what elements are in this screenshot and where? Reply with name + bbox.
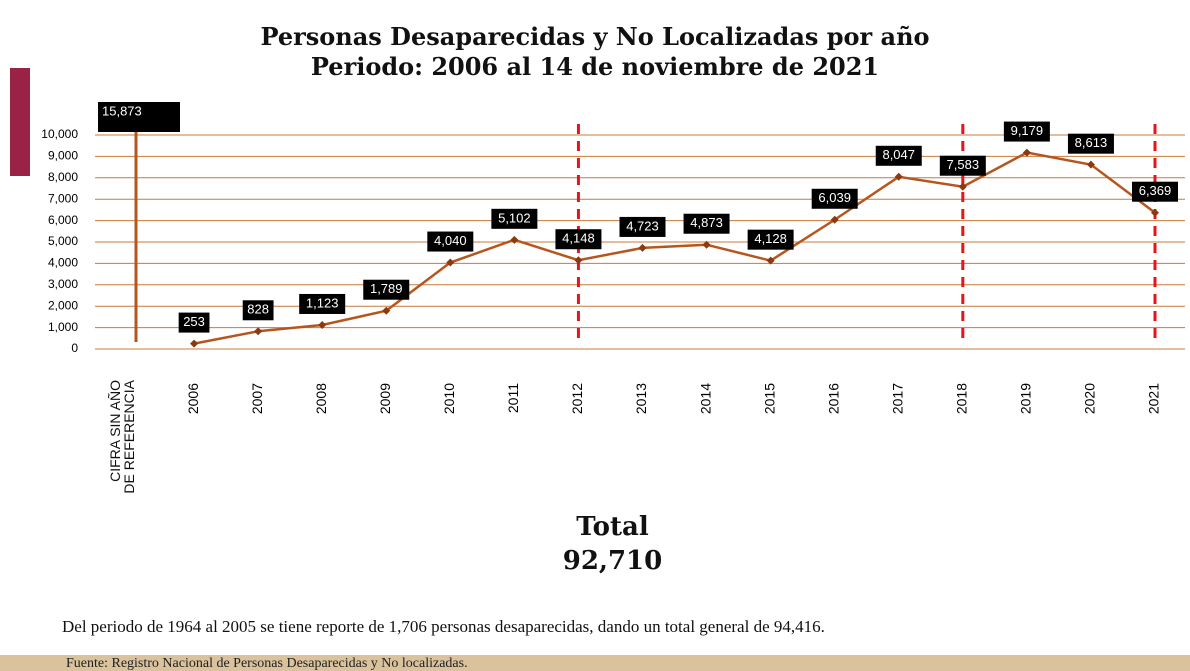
value-label: 8,613 [1075, 135, 1108, 150]
value-label: 6,039 [818, 190, 851, 205]
y-tick-label: 7,000 [48, 191, 78, 205]
x-tick-label: 2006 [185, 383, 201, 414]
y-tick-label: 6,000 [48, 213, 78, 227]
x-tick-label: 2007 [249, 383, 265, 414]
y-tick-label: 9,000 [48, 149, 78, 163]
value-label: 1,123 [306, 295, 339, 310]
value-label: 8,047 [882, 147, 915, 162]
x-tick-label: 2020 [1082, 383, 1098, 414]
point [254, 327, 262, 335]
x-tick-label: 2016 [825, 383, 841, 414]
point [190, 340, 198, 348]
value-label: 9,179 [1011, 123, 1044, 138]
total-label: Total [0, 510, 1190, 544]
value-label: 253 [183, 314, 205, 329]
value-label: 828 [247, 302, 269, 317]
x-tick-label: 2010 [441, 383, 457, 414]
x-tick-label: 2012 [569, 383, 585, 414]
y-tick-label: 2,000 [48, 298, 78, 312]
x-tick-label: 2015 [761, 383, 777, 414]
value-label: 6,369 [1139, 183, 1172, 198]
value-label: 4,873 [690, 215, 723, 230]
value-label: 4,723 [626, 218, 659, 233]
point [639, 244, 647, 252]
y-tick-label: 5,000 [48, 234, 78, 248]
total-value: 92,710 [0, 544, 1190, 578]
value-label: 1,789 [370, 281, 403, 296]
x-tick-label: 2014 [697, 383, 713, 414]
value-label: 7,583 [947, 157, 980, 172]
y-tick-label: 10,000 [41, 127, 78, 141]
total: Total 92,710 [0, 510, 1190, 578]
value-label: 4,040 [434, 233, 467, 248]
y-tick-label: 1,000 [48, 320, 78, 334]
y-tick-label: 3,000 [48, 277, 78, 291]
value-label: 15,873 [102, 103, 142, 118]
footer: Fuente: Registro Nacional de Personas De… [0, 655, 1190, 671]
value-label: 4,148 [562, 231, 595, 246]
x-tick-label: 2009 [377, 383, 393, 414]
y-tick-label: 8,000 [48, 170, 78, 184]
x-tick-label: 2008 [313, 383, 329, 414]
line [194, 153, 1155, 344]
x-tick-label: 2017 [889, 383, 905, 414]
note: Del periodo de 1964 al 2005 se tiene rep… [62, 617, 825, 637]
x-tick-label: 2011 [505, 383, 521, 413]
x-tick-label: CIFRA SIN AÑO DE REFERENCIA [108, 380, 136, 500]
y-tick-label: 0 [71, 341, 78, 355]
slide: Personas Desaparecidas y No Localizadas … [0, 0, 1190, 671]
x-tick-label: 2018 [954, 383, 970, 414]
y-tick-label: 4,000 [48, 256, 78, 270]
x-tick-label: 2021 [1146, 383, 1162, 414]
x-tick-label: 2019 [1018, 383, 1034, 414]
point [510, 236, 518, 244]
source: Fuente: Registro Nacional de Personas De… [66, 656, 468, 671]
x-tick-label: 2013 [633, 383, 649, 414]
value-label: 4,128 [754, 231, 787, 246]
value-label: 5,102 [498, 210, 531, 225]
